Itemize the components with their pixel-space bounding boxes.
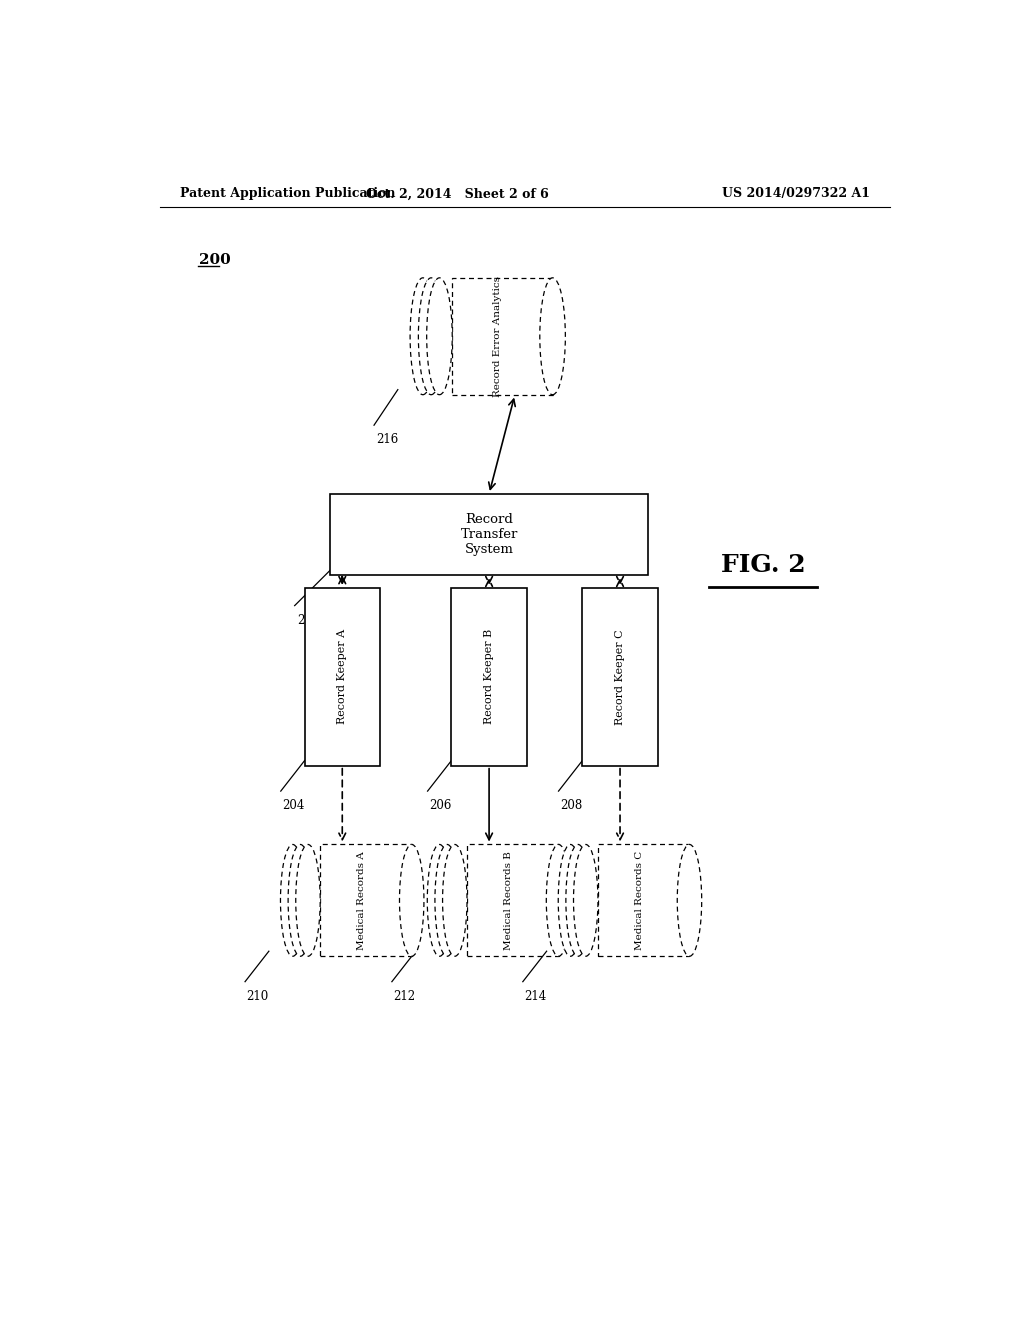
Text: 206: 206 <box>429 799 452 812</box>
Ellipse shape <box>427 277 453 395</box>
Bar <box>453 277 553 395</box>
Text: Record
Transfer
System: Record Transfer System <box>461 513 518 556</box>
Text: 214: 214 <box>524 990 547 1003</box>
Text: FIG. 2: FIG. 2 <box>721 553 805 577</box>
Text: 212: 212 <box>393 990 416 1003</box>
Ellipse shape <box>547 845 570 956</box>
Ellipse shape <box>677 845 701 956</box>
Bar <box>598 845 689 956</box>
Text: Oct. 2, 2014   Sheet 2 of 6: Oct. 2, 2014 Sheet 2 of 6 <box>366 187 549 201</box>
Text: 202: 202 <box>297 614 319 627</box>
Bar <box>331 494 648 576</box>
Text: US 2014/0297322 A1: US 2014/0297322 A1 <box>722 187 870 201</box>
Text: 210: 210 <box>247 990 269 1003</box>
Ellipse shape <box>566 845 590 956</box>
Ellipse shape <box>419 277 444 395</box>
Ellipse shape <box>410 277 435 395</box>
Ellipse shape <box>558 845 583 956</box>
Text: 200: 200 <box>200 253 231 267</box>
Ellipse shape <box>399 845 424 956</box>
Ellipse shape <box>296 845 321 956</box>
Text: 204: 204 <box>283 799 305 812</box>
Text: 208: 208 <box>560 799 583 812</box>
Ellipse shape <box>573 845 598 956</box>
Ellipse shape <box>442 845 467 956</box>
Bar <box>467 845 558 956</box>
Text: Patent Application Publication: Patent Application Publication <box>179 187 395 201</box>
Bar <box>452 587 526 766</box>
Ellipse shape <box>435 845 460 956</box>
Text: Medical Records B: Medical Records B <box>504 851 513 950</box>
Ellipse shape <box>281 845 305 956</box>
Ellipse shape <box>288 845 312 956</box>
Text: Medical Records A: Medical Records A <box>357 851 366 950</box>
Text: Record Error Analytics: Record Error Analytics <box>493 276 502 397</box>
Text: Record Keeper C: Record Keeper C <box>615 628 625 725</box>
Bar <box>304 587 380 766</box>
Text: Medical Records C: Medical Records C <box>635 851 644 950</box>
Ellipse shape <box>540 277 565 395</box>
Bar <box>321 845 412 956</box>
Text: Record Keeper A: Record Keeper A <box>337 630 347 725</box>
Bar <box>583 587 657 766</box>
Ellipse shape <box>427 845 452 956</box>
Text: Record Keeper B: Record Keeper B <box>484 630 495 725</box>
Text: 216: 216 <box>377 433 398 446</box>
